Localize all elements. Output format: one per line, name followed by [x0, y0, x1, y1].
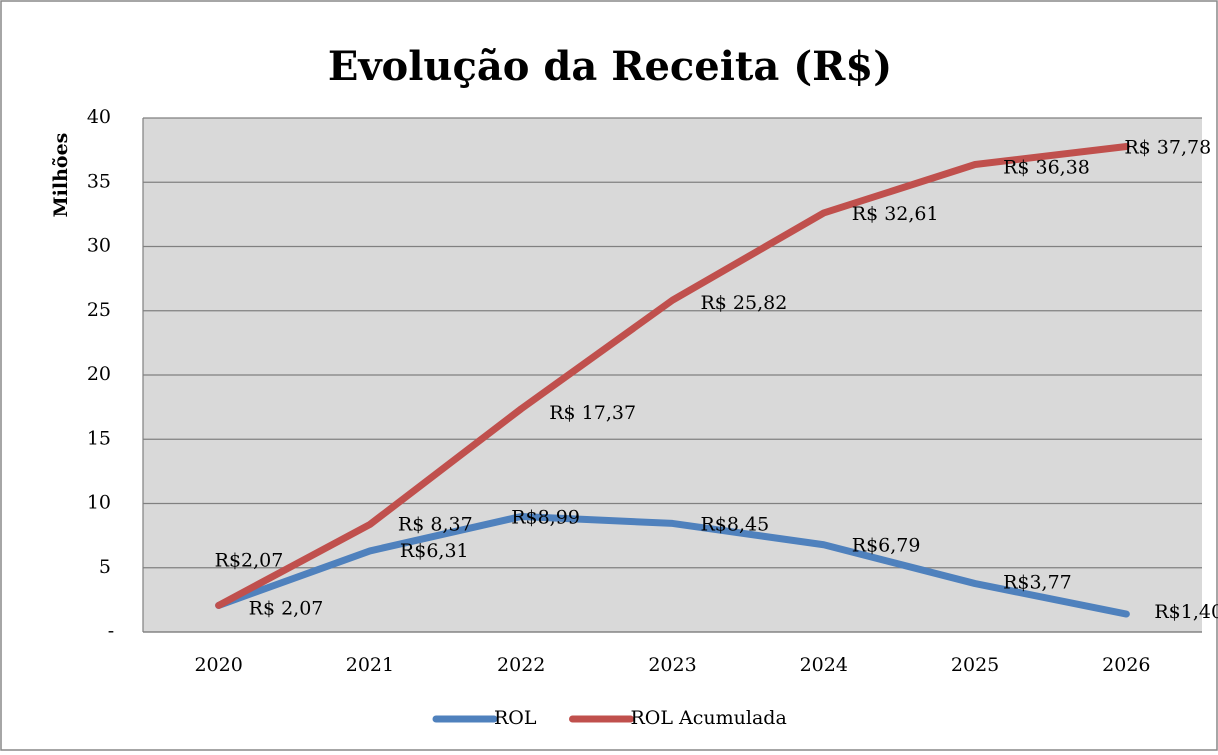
y-tick-label: 15 — [87, 427, 111, 449]
data-label: R$8,45 — [701, 513, 770, 535]
y-tick-label: 10 — [87, 492, 111, 514]
data-label: R$2,07 — [215, 549, 284, 571]
data-label: R$ 25,82 — [701, 292, 788, 314]
series-line — [215, 512, 1130, 618]
y-tick-label: 40 — [87, 106, 111, 128]
data-label: R$ 17,37 — [549, 402, 636, 424]
chart-title: Evolução da Receita (R$) — [328, 43, 892, 90]
data-label: R$8,99 — [511, 506, 580, 528]
data-label: R$ 2,07 — [249, 597, 324, 619]
x-tick-label: 2021 — [346, 654, 394, 676]
y-tick-label: 5 — [99, 556, 111, 578]
data-label: R$ 8,37 — [398, 513, 473, 535]
y-tick-label: - — [108, 620, 114, 642]
legend-label: ROL — [494, 707, 537, 729]
x-tick-label: 2025 — [951, 654, 999, 676]
data-label: R$6,31 — [400, 540, 469, 562]
x-tick-label: 2020 — [194, 654, 242, 676]
data-label: R$ 37,78 — [1124, 137, 1211, 159]
series-line — [215, 143, 1130, 609]
x-tick-label: 2026 — [1102, 654, 1150, 676]
y-tick-label: 35 — [87, 170, 111, 192]
data-label: R$1,40 — [1154, 601, 1218, 623]
y-axis-label: Milhões — [50, 133, 72, 218]
y-tick-label: 20 — [87, 363, 111, 385]
y-tick-label: 30 — [87, 235, 111, 257]
x-tick-label: 2023 — [648, 654, 696, 676]
data-label: R$ 32,61 — [852, 203, 939, 225]
y-tick-label: 25 — [87, 299, 111, 321]
x-tick-label: 2024 — [800, 654, 848, 676]
data-label: R$3,77 — [1003, 572, 1072, 594]
data-label: R$6,79 — [852, 535, 921, 557]
legend-label: ROL Acumulada — [631, 707, 787, 729]
x-tick-label: 2022 — [497, 654, 545, 676]
data-label: R$ 36,38 — [1003, 157, 1090, 179]
